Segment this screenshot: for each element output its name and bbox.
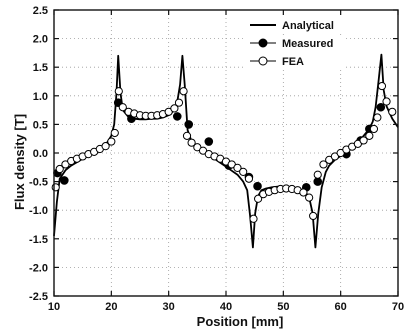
legend-entry-background [246,17,346,33]
fea-point [299,188,308,197]
fea-point [388,107,397,116]
y-tick-label: 0.0 [33,148,48,160]
fea-point [359,136,368,145]
legend-label: Measured [282,38,333,50]
fea-point [118,103,127,112]
fea-point [170,104,179,113]
y-tick-label: -2.5 [29,291,48,303]
tick-labels: 10 20 30 40 50 60 70 -2.5 -2.0 -1.5 -1.0 -0.5 0.0 0.5… [29,5,404,313]
legend-entry-fea: FEA [246,53,346,69]
legend-entry-background [246,35,346,51]
measured-point [313,177,323,186]
y-axis-title: Flux density [T] [12,114,27,210]
x-tick-label: 60 [335,301,347,313]
y-tick-label: -1.0 [29,205,48,217]
legend-entry-measured: Measured [246,35,346,51]
x-tick-label: 30 [163,301,175,313]
measured-point [253,181,262,191]
fea-point [249,214,258,223]
fea-point [114,87,123,96]
fea-point [309,211,318,221]
fea-point [313,170,322,179]
axes [53,9,399,297]
fea-point [101,142,110,151]
y-tick-label: 1.0 [33,91,48,103]
x-tick-label: 50 [277,301,289,313]
fea-point [179,87,188,96]
legend-label: Analytical [282,20,334,32]
legend-entry-analytical: Analytical [246,17,346,33]
measured-point [376,102,386,112]
y-tick-label: -2.0 [29,262,48,274]
legend-label: FEA [282,56,304,68]
series-layer [51,53,399,249]
x-tick-label: 70 [392,301,404,313]
fea-point [107,137,116,146]
fea-point [51,183,60,192]
legend-entry-background [246,53,346,69]
fea-point [369,124,379,134]
legend-marker-swatch [258,38,268,48]
fea-point [187,138,196,147]
fea-point [319,160,328,169]
fea-point [174,98,184,107]
fea-point [110,128,119,138]
y-tick-label: 2.5 [33,5,48,17]
measured-point [172,112,182,121]
grid [54,10,398,296]
legend: Analytical Measured FEA [246,17,346,69]
fea-point [182,131,192,140]
fea-point [382,97,391,106]
x-axis-title: Position [mm] [197,314,284,329]
measured-point [204,137,214,146]
fea-point [233,163,242,172]
measured-point [184,120,194,129]
measured-point [60,176,69,185]
y-tick-label: -0.5 [29,177,48,189]
fea-point [254,194,263,203]
series-fea [51,81,397,223]
fea-point [377,81,387,91]
fea-point [305,193,314,202]
fea-point [244,174,254,183]
x-tick-label: 40 [220,301,232,313]
x-tick-label: 10 [48,301,60,313]
y-tick-label: -1.5 [29,234,48,246]
fea-point [373,113,382,122]
y-tick-label: 0.5 [33,119,48,131]
y-tick-label: 2.0 [33,34,48,46]
fea-point [365,131,374,140]
legend-marker-swatch [258,56,268,66]
x-tick-label: 20 [105,301,117,313]
fea-point [55,164,64,174]
y-tick-label: 1.5 [33,62,48,74]
fea-point [239,167,248,176]
